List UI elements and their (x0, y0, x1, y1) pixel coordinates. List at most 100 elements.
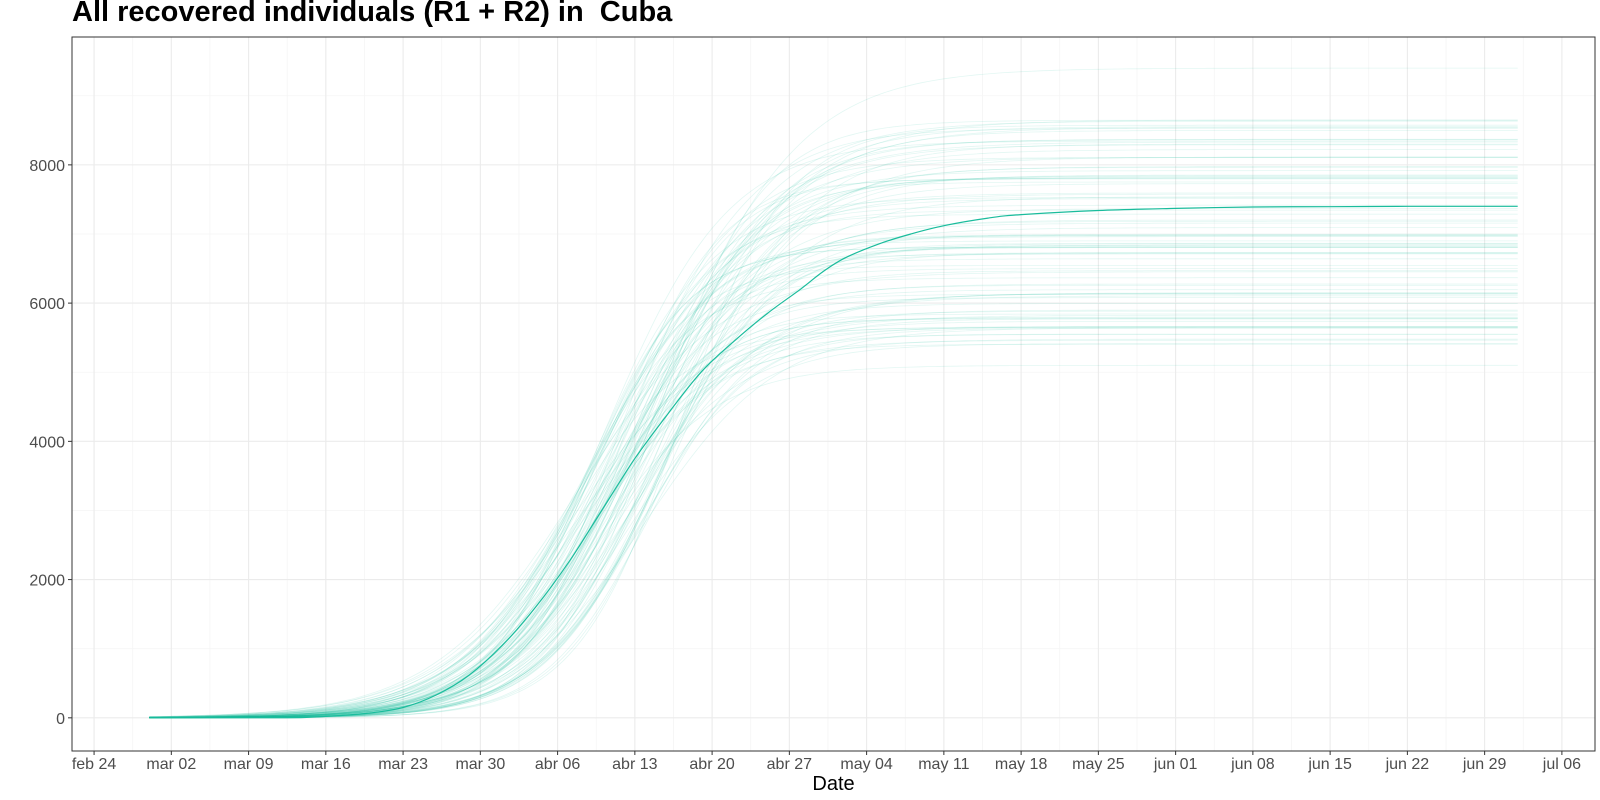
grid-lines (72, 37, 1595, 751)
ensemble-line (149, 198, 1518, 718)
y-tick-label: 4000 (29, 434, 65, 451)
ensemble-line (149, 204, 1518, 718)
ensemble-line (149, 303, 1518, 719)
ensemble-line (149, 177, 1518, 719)
ensemble-line (149, 270, 1518, 719)
ensemble-line (149, 120, 1518, 718)
ensemble-line (149, 310, 1518, 719)
x-axis-title: Date (812, 773, 854, 795)
x-tick-label: jun 29 (1462, 756, 1507, 773)
ensemble-line (149, 183, 1518, 718)
y-tick-label: 2000 (29, 573, 65, 590)
ensemble-line (149, 339, 1518, 718)
ensemble-line (149, 119, 1518, 719)
ensemble-line (149, 244, 1518, 718)
ensemble-line (149, 240, 1518, 719)
x-tick-label: mar 16 (301, 756, 351, 773)
ensemble-line (149, 327, 1518, 718)
ensemble-line (149, 246, 1518, 719)
ensemble-line (149, 213, 1518, 719)
ensemble-line (149, 222, 1518, 718)
x-tick-label: abr 06 (535, 756, 580, 773)
ensemble-line (149, 338, 1518, 718)
ensemble-line (149, 309, 1518, 719)
ensemble-line (149, 170, 1518, 718)
ensemble-line (149, 316, 1518, 719)
x-tick-label: jun 01 (1153, 756, 1198, 773)
x-tick-label: abr 13 (612, 756, 657, 773)
ensemble-line (149, 318, 1518, 719)
ensemble-line (149, 253, 1518, 719)
ensemble-line (149, 181, 1518, 719)
ensemble-line (149, 244, 1518, 718)
ensemble-line (149, 327, 1518, 719)
x-tick-label: mar 09 (224, 756, 274, 773)
ensemble-line (149, 314, 1518, 718)
x-tick-label: may 18 (995, 756, 1048, 773)
ensemble-line (149, 234, 1518, 718)
ensemble-line (149, 271, 1518, 718)
ensemble-line (149, 177, 1518, 719)
ensemble-line (149, 126, 1518, 719)
ensemble-line (149, 364, 1518, 719)
x-tick-label: may 04 (840, 756, 893, 773)
x-tick-label: may 11 (918, 756, 969, 773)
ensemble-line (149, 292, 1518, 718)
x-tick-label: jun 15 (1307, 756, 1352, 773)
ensemble-line (149, 207, 1518, 718)
ensemble-line (149, 156, 1518, 718)
x-tick-label: abr 27 (767, 756, 812, 773)
ensemble-line (149, 124, 1518, 719)
ensemble-line (149, 127, 1518, 718)
ensemble-line (149, 277, 1518, 718)
ensemble-line (149, 253, 1518, 719)
x-axis: feb 24 mar 02 mar 09 mar 16 mar 23 mar 30 abr … (72, 751, 1581, 773)
ensemble-line (149, 318, 1518, 719)
y-tick-label: 0 (56, 711, 65, 728)
ensemble-line (149, 234, 1518, 719)
ensemble-line (149, 268, 1518, 719)
ensemble-line (149, 343, 1518, 719)
ensemble-line (149, 175, 1518, 719)
x-tick-label: mar 23 (378, 756, 428, 773)
ensemble-line (149, 192, 1518, 718)
ensemble-line (149, 141, 1518, 718)
x-tick-label: abr 20 (689, 756, 734, 773)
ensemble-line (149, 144, 1518, 718)
x-tick-label: mar 30 (455, 756, 505, 773)
chart-title: All recovered individuals (R1 + R2) in C… (72, 0, 673, 28)
x-tick-label: may 25 (1072, 756, 1125, 773)
ensemble-line (149, 220, 1518, 719)
ensemble-line (149, 178, 1518, 719)
ensemble-line (149, 246, 1518, 719)
ensemble-line (149, 327, 1518, 719)
ensemble-line (149, 293, 1518, 719)
ensemble-line (149, 166, 1518, 718)
ensemble-line (149, 333, 1518, 718)
ensemble-line (149, 140, 1518, 718)
ensemble-line (149, 235, 1518, 719)
ensemble-line (149, 295, 1518, 718)
ensemble-line (149, 227, 1518, 718)
ensemble-line (149, 343, 1518, 719)
series-line-main (149, 205, 1518, 719)
ensemble-line (149, 283, 1518, 718)
ensemble-line (149, 264, 1518, 719)
ensemble-line (149, 326, 1518, 718)
x-tick-label: jun 22 (1385, 756, 1430, 773)
ensemble-line (149, 242, 1518, 719)
ensemble-line (149, 292, 1518, 718)
ensemble-line (149, 166, 1518, 719)
ensemble-line (149, 334, 1518, 719)
ensemble-line (149, 252, 1518, 719)
ensemble-line (149, 326, 1518, 718)
panel-border (71, 36, 1596, 752)
y-tick-label: 8000 (29, 158, 65, 175)
x-tick-label: jun 08 (1230, 756, 1275, 773)
ensemble-line (149, 209, 1518, 719)
ensemble-line (149, 284, 1518, 719)
ensemble-line (149, 149, 1518, 718)
ensemble-line (149, 313, 1518, 719)
ensemble-line (149, 174, 1518, 719)
